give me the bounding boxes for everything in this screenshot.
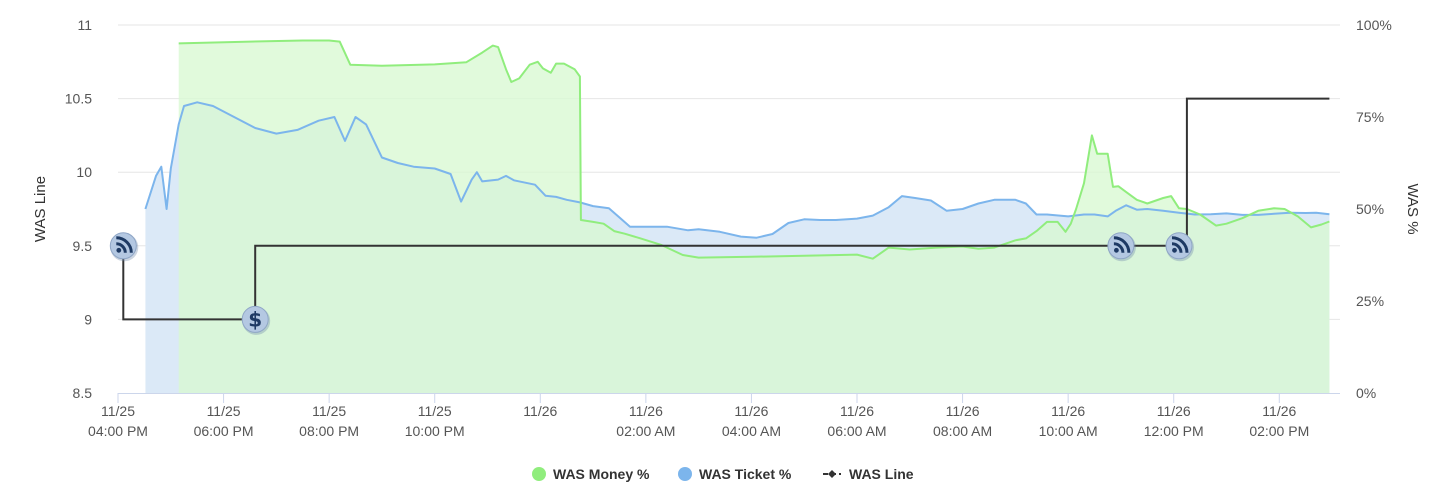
legend-label: WAS Money % xyxy=(553,466,650,482)
rss-dot xyxy=(116,247,122,253)
money-line xyxy=(178,39,1330,260)
legend-label: WAS Ticket % xyxy=(699,466,792,482)
x-tick-date-label: 11/26 xyxy=(946,403,980,419)
x-tick-date-label: 11/26 xyxy=(734,403,768,419)
rss-arc-outer xyxy=(1171,236,1189,253)
x-tick-date-label: 11/25 xyxy=(207,403,241,419)
x-tick-date-label: 11/25 xyxy=(312,403,346,419)
x-tick-time-label: 06:00 PM xyxy=(194,423,254,439)
x-tick-time-label: 04:00 PM xyxy=(88,423,148,439)
y-left-tick-label: 8.5 xyxy=(73,385,93,401)
dollar-glyph: $ xyxy=(248,307,262,331)
x-tick-date-label: 11/26 xyxy=(840,403,874,419)
rss-icon xyxy=(1165,232,1194,262)
dollar-icon: $ xyxy=(241,305,271,335)
x-tick-date-label: 11/26 xyxy=(1262,403,1296,419)
line-series-layer xyxy=(122,39,1330,321)
axes: 8.5 9 9.5 10 10.5 11 0% 25% 50% 75% 100% WAS Line WA… xyxy=(32,17,1421,439)
y-right-tick-label: 75% xyxy=(1356,109,1384,125)
legend-item-was-money[interactable]: WAS Money % xyxy=(532,466,650,482)
legend: WAS Money % WAS Ticket % WAS Line xyxy=(532,466,914,482)
legend-label: WAS Line xyxy=(849,466,914,482)
marker-badge xyxy=(241,305,269,333)
x-tick-date-label: 11/26 xyxy=(1157,403,1191,419)
y-right-tick-label: 50% xyxy=(1356,201,1384,217)
x-tick-time-label: 12:00 PM xyxy=(1144,423,1204,439)
x-tick-time-label: 06:00 AM xyxy=(827,423,886,439)
legend-item-was-line[interactable]: WAS Line xyxy=(823,466,914,482)
y-right-tick-label: 100% xyxy=(1356,17,1392,33)
y-right-tick-label: 0% xyxy=(1356,385,1376,401)
rss-arc-inner xyxy=(1113,242,1125,253)
legend-symbol xyxy=(532,467,546,481)
x-tick-date-label: 11/25 xyxy=(418,403,452,419)
rss-icon xyxy=(1107,232,1136,262)
x-tick-time-label: 10:00 PM xyxy=(405,423,465,439)
rss-arc-inner xyxy=(116,242,127,253)
x-tick-time-label: 02:00 PM xyxy=(1249,423,1309,439)
rss-icon xyxy=(109,232,139,262)
rss-arc-inner xyxy=(1171,242,1183,253)
money-area xyxy=(178,40,1330,393)
x-tick-date-label: 11/26 xyxy=(629,403,663,419)
x-tick-time-label: 08:00 PM xyxy=(299,423,359,439)
y-left-tick-label: 9.5 xyxy=(73,238,93,254)
ticket-line xyxy=(144,101,1330,239)
x-tick-time-label: 08:00 AM xyxy=(933,423,992,439)
x-tick-time-label: 10:00 AM xyxy=(1039,423,1098,439)
area-series-layer xyxy=(145,40,1330,394)
legend-symbol xyxy=(678,467,692,481)
x-tick-date-label: 11/26 xyxy=(523,403,557,419)
x-tick-date-label: 11/25 xyxy=(101,403,135,419)
y-right-axis-title: WAS % xyxy=(1404,183,1421,234)
x-tick-time-label: 02:00 AM xyxy=(616,423,675,439)
legend-diamond xyxy=(828,470,836,478)
y-left-axis-title: WAS Line xyxy=(32,176,49,242)
legend-item-was-ticket[interactable]: WAS Ticket % xyxy=(678,466,792,482)
event-markers: $ xyxy=(109,232,1194,335)
y-left-tick-label: 10 xyxy=(76,164,92,180)
y-left-tick-label: 11 xyxy=(77,17,92,33)
rss-dot xyxy=(1114,247,1119,253)
y-right-tick-label: 25% xyxy=(1356,293,1384,309)
rss-arc-outer xyxy=(116,236,133,253)
y-left-tick-label: 9 xyxy=(84,311,92,327)
x-tick-time-label: 04:00 AM xyxy=(722,423,781,439)
rss-dot xyxy=(1172,247,1177,253)
x-tick-date-label: 11/26 xyxy=(1051,403,1085,419)
was-line-step xyxy=(122,97,1330,321)
y-left-tick-label: 10.5 xyxy=(65,91,92,107)
rss-arc-outer xyxy=(1113,236,1131,253)
